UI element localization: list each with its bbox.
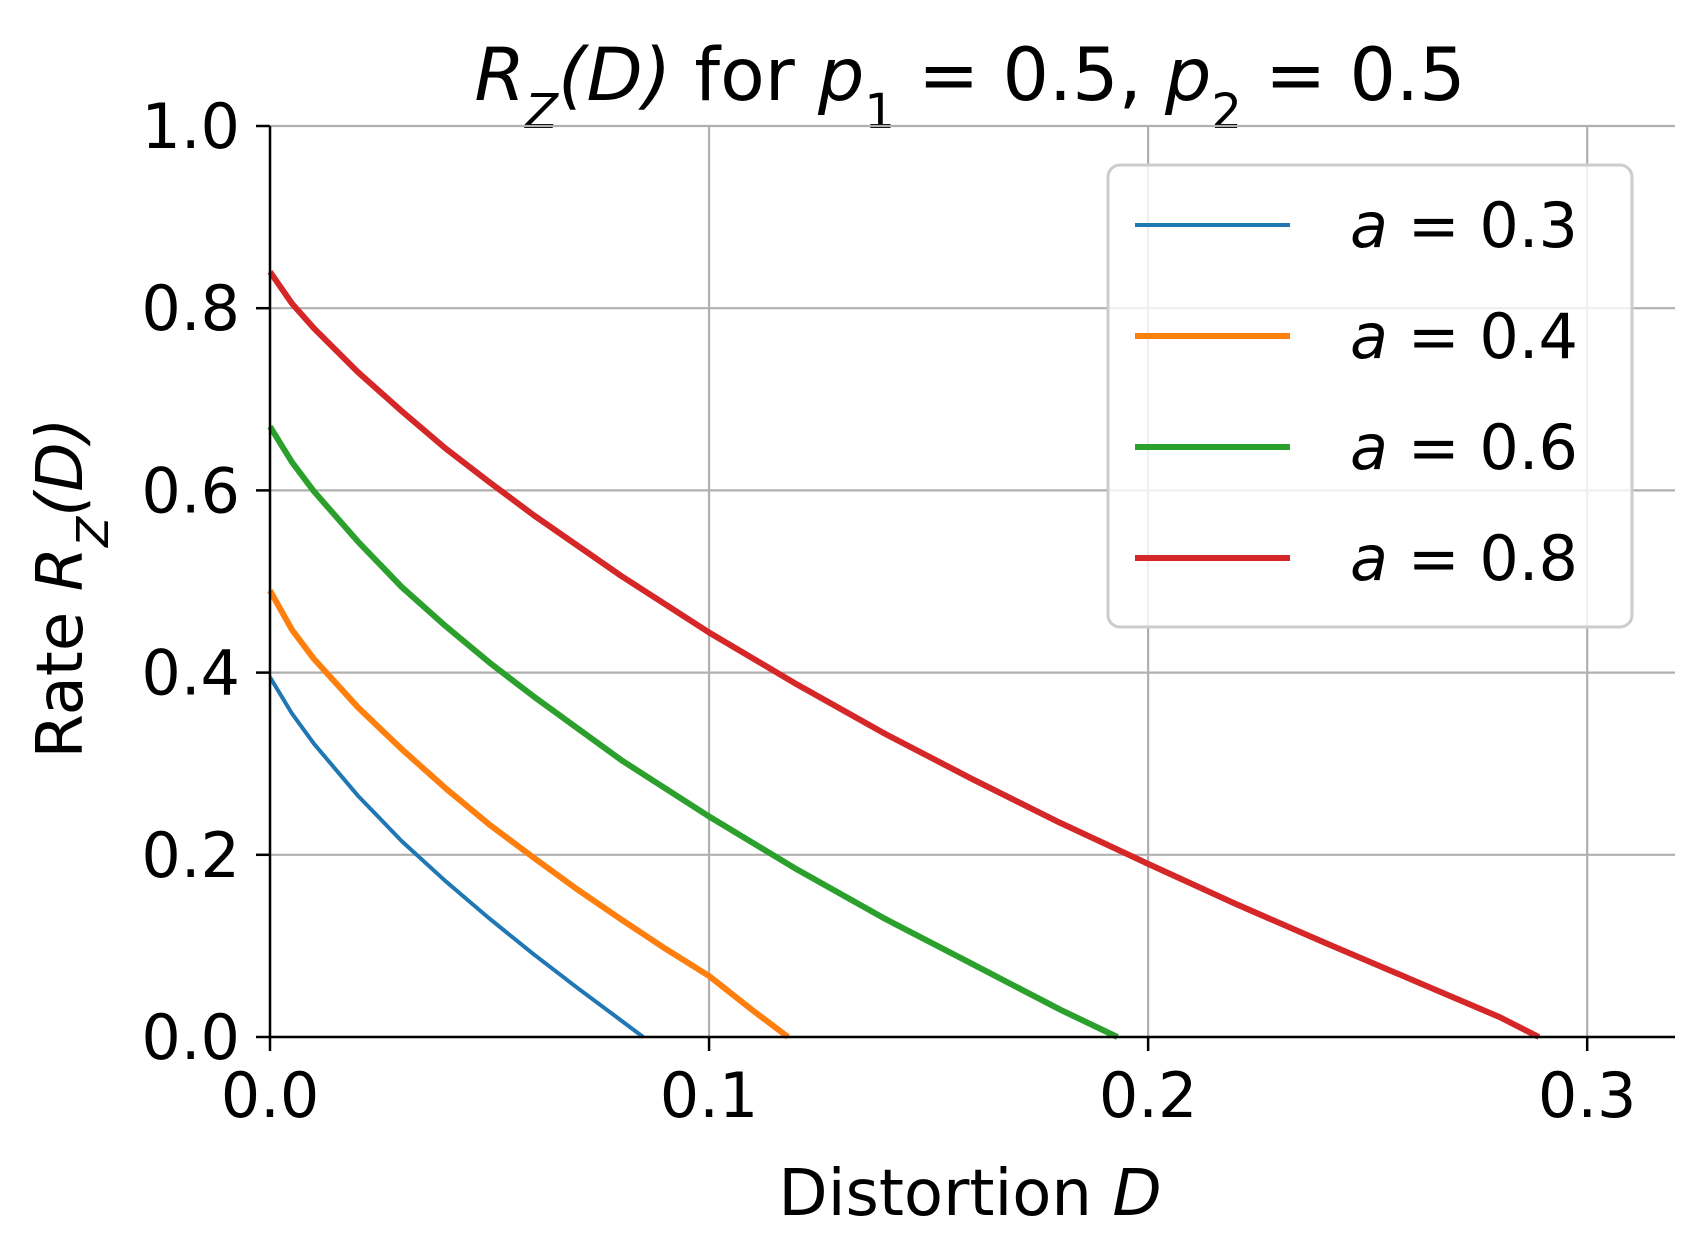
series-line-1 [268, 676, 645, 1039]
title-p1: p [817, 33, 864, 118]
x-axis-label: Distortion D [778, 1157, 1161, 1231]
legend-value: = 0.4 [1388, 300, 1578, 373]
x-axis-label-var: D [1112, 1157, 1161, 1231]
plot-series [267, 270, 1541, 1040]
y-tick-label: 0.8 [141, 272, 240, 345]
y-axis-label-text: Rate [24, 591, 98, 758]
x-ticks: 0.0 0.1 0.2 0.3 [221, 1037, 1637, 1132]
legend-var: a [1350, 300, 1388, 373]
y-tick-label: 0.2 [141, 819, 240, 892]
legend-value: = 0.6 [1388, 411, 1578, 484]
x-tick-label: 0.1 [660, 1059, 759, 1132]
title-p1-sub: 1 [864, 84, 895, 140]
y-tick-label: 1.0 [141, 90, 240, 163]
series-line-2 [267, 589, 790, 1040]
y-ticks: 0.0 0.2 0.4 0.6 0.8 1.0 [141, 90, 270, 1074]
legend-label-3: a = 0.6 [1350, 411, 1578, 484]
y-axis-label-sub: Z [68, 516, 119, 548]
legend-value: = 0.8 [1388, 522, 1578, 595]
title-p2-sub: 2 [1211, 84, 1242, 140]
y-tick-label: 0.4 [141, 637, 240, 710]
title-arg: (D) [558, 33, 671, 118]
y-tick-label: 0.6 [141, 454, 240, 527]
title-eq2: = 0.5 [1242, 33, 1466, 118]
axes [268, 126, 1675, 1039]
legend-label-2: a = 0.4 [1350, 300, 1578, 373]
x-tick-label: 0.0 [221, 1059, 320, 1132]
title-mid: for [671, 33, 818, 118]
title-var-sub: Z [523, 84, 559, 140]
x-tick-label: 0.2 [1099, 1059, 1198, 1132]
legend: a = 0.3a = 0.4a = 0.6a = 0.8 [1106, 163, 1634, 629]
chart-title: RZ(D) for p1 = 0.5, p2 = 0.5 [474, 33, 1465, 140]
legend-var: a [1350, 411, 1388, 484]
legend-label-1: a = 0.3 [1350, 189, 1578, 262]
x-tick-label: 0.3 [1538, 1059, 1637, 1132]
y-axis-label-var: R [24, 547, 98, 591]
series-line-4 [267, 270, 1541, 1040]
title-var: R [474, 33, 525, 118]
title-eq1: = 0.5, [895, 33, 1165, 118]
legend-label-4: a = 0.8 [1350, 522, 1578, 595]
series-line-3 [267, 425, 1119, 1040]
x-axis-label-text: Distortion [778, 1157, 1112, 1231]
y-axis-label: Rate RZ(D) [24, 418, 119, 759]
y-tick-label: 0.0 [141, 1001, 240, 1074]
legend-frame [1106, 163, 1634, 629]
legend-var: a [1350, 522, 1388, 595]
legend-items: a = 0.3a = 0.4a = 0.6a = 0.8 [1135, 189, 1578, 595]
legend-var: a [1350, 189, 1388, 262]
y-axis-label-arg: (D) [24, 418, 98, 517]
title-p2: p [1164, 33, 1211, 118]
legend-value: = 0.3 [1388, 189, 1578, 262]
